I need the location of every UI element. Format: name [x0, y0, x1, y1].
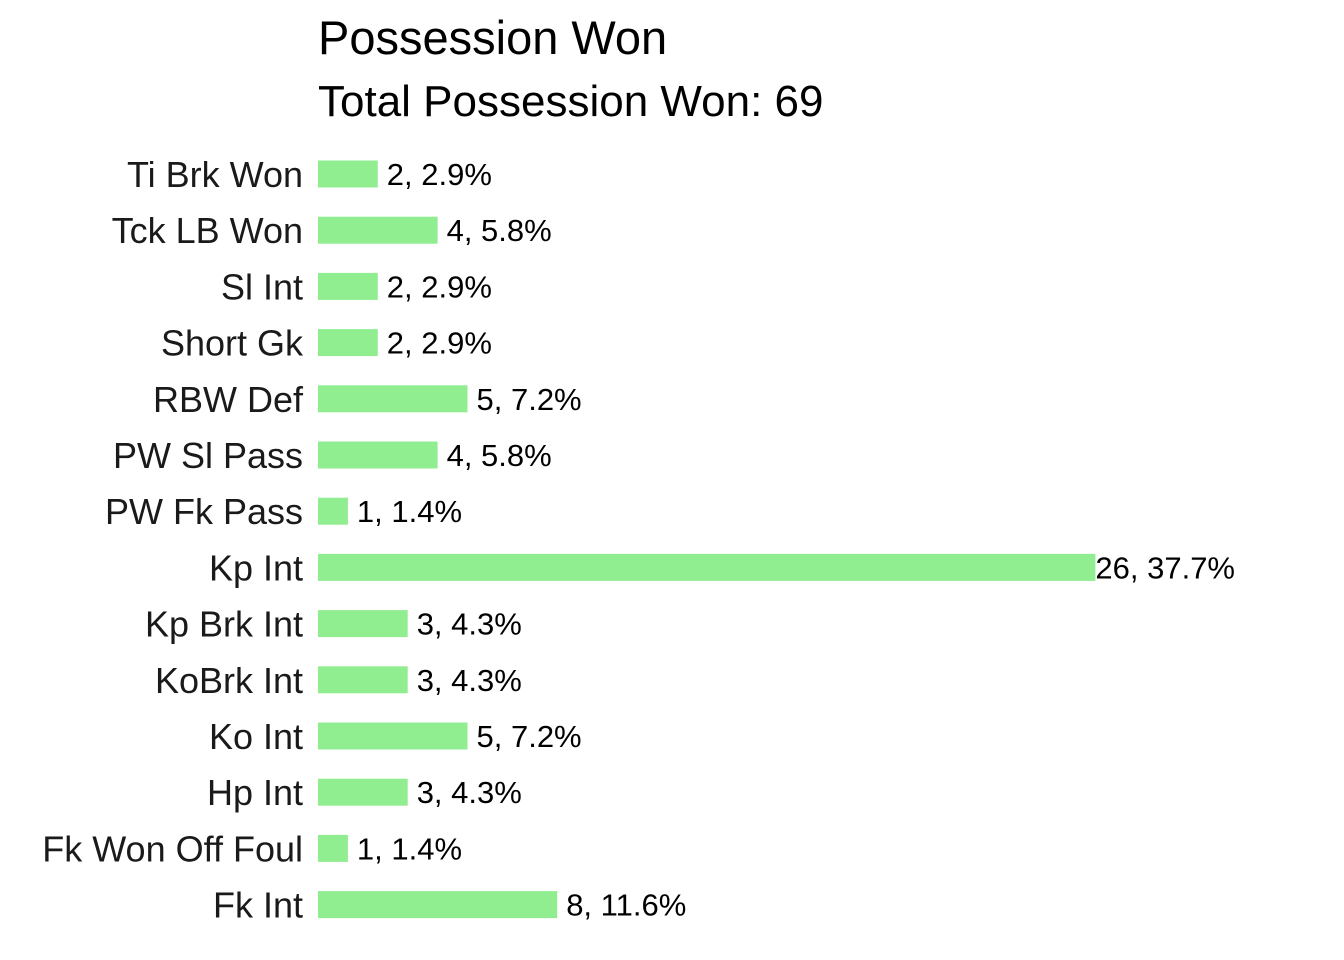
data-label: 2, 2.9% [387, 326, 492, 361]
bar [318, 272, 378, 300]
bar [318, 834, 348, 862]
data-label: 2, 2.9% [387, 157, 492, 192]
category-label: Kp Int [209, 547, 303, 588]
bars-group: Ti Brk Won 2, 2.9% Tck LB Won 4, 5.8% Sl Int… [42, 154, 1235, 926]
data-label: 4, 5.8% [447, 213, 552, 248]
data-label: 8, 11.6% [566, 888, 686, 923]
category-label: KoBrk Int [155, 660, 303, 701]
category-label: Fk Won Off Foul [42, 828, 303, 869]
data-label: 3, 4.3% [417, 775, 522, 810]
category-label: PW Fk Pass [105, 491, 303, 532]
data-label: 1, 1.4% [357, 494, 462, 529]
bar [318, 778, 408, 806]
bar [318, 441, 438, 469]
category-label: Kp Brk Int [145, 604, 303, 645]
category-label: Ko Int [209, 716, 303, 757]
data-label: 4, 5.8% [447, 438, 552, 473]
bar [318, 216, 438, 244]
data-label: 26, 37.7% [1095, 550, 1235, 585]
bar [318, 666, 408, 694]
category-label: Fk Int [213, 885, 303, 926]
bar [318, 160, 378, 188]
bar [318, 610, 408, 638]
category-label: Hp Int [207, 772, 303, 813]
category-label: Short Gk [161, 323, 304, 364]
bar [318, 891, 558, 919]
data-label: 1, 1.4% [357, 831, 462, 866]
category-label: RBW Def [153, 379, 304, 420]
data-label: 5, 7.2% [477, 382, 582, 417]
category-label: Sl Int [221, 266, 303, 307]
data-label: 5, 7.2% [477, 719, 582, 754]
bar [318, 553, 1096, 581]
bar [318, 385, 468, 413]
category-label: Tck LB Won [112, 210, 303, 251]
data-label: 2, 2.9% [387, 269, 492, 304]
category-label: Ti Brk Won [127, 154, 303, 195]
data-label: 3, 4.3% [417, 663, 522, 698]
category-label: PW Sl Pass [113, 435, 303, 476]
data-label: 3, 4.3% [417, 607, 522, 642]
bar [318, 329, 378, 357]
bar [318, 497, 348, 525]
bar [318, 722, 468, 750]
chart-title: Possession Won [318, 11, 667, 64]
chart-subtitle: Total Possession Won: 69 [318, 77, 823, 126]
